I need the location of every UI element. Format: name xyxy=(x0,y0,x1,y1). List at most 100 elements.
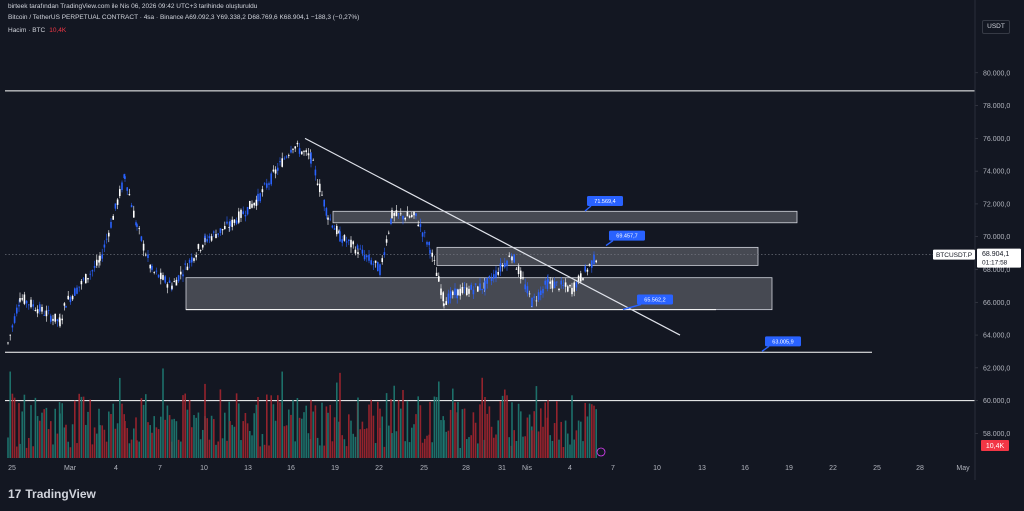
candle-body xyxy=(397,213,400,215)
volume-bar xyxy=(63,427,66,458)
volume-bar xyxy=(374,443,377,458)
volume-bar xyxy=(549,435,551,458)
volume-bar xyxy=(19,443,21,458)
x-tick-label: 25 xyxy=(873,465,881,472)
candle-body xyxy=(41,306,43,312)
candle-body xyxy=(445,301,447,305)
volume-bar xyxy=(32,446,34,458)
candle-body xyxy=(19,297,21,302)
attribution-text: birteek tarafından TradingView.com ile N… xyxy=(8,3,258,10)
x-tick-label: 25 xyxy=(420,465,428,472)
volume-bar xyxy=(542,426,544,458)
volume-bar xyxy=(397,400,400,458)
candle-body xyxy=(553,281,556,289)
volume-bar xyxy=(140,398,143,458)
volume-bar xyxy=(30,405,32,458)
volume-bar xyxy=(16,446,18,458)
candle-body xyxy=(162,275,164,280)
price-candles xyxy=(7,140,597,345)
volume-bar xyxy=(352,433,354,458)
volume-bar xyxy=(474,422,477,458)
volume-bar xyxy=(186,409,189,458)
volume-bar xyxy=(336,382,338,458)
volume-legend[interactable]: Hacim · BTC 10,4K xyxy=(8,27,66,34)
price-callouts[interactable]: 71.569,4 69.457,7 65.562,2 63.005,9 xyxy=(584,195,801,352)
candle-body xyxy=(229,221,231,227)
tradingview-logo[interactable]: 17 TradingView xyxy=(8,487,96,501)
candle-body xyxy=(71,295,74,300)
volume-bar xyxy=(479,404,481,458)
candle-body xyxy=(447,293,450,304)
last-price-label: 68.904,1 xyxy=(982,251,1009,258)
volume-bar xyxy=(171,419,173,458)
candle-body xyxy=(23,294,26,304)
horizontal-levels[interactable] xyxy=(5,90,975,402)
volume-bar xyxy=(151,432,153,458)
volume-bar xyxy=(433,396,436,458)
candle-body xyxy=(307,153,310,156)
volume-bar xyxy=(121,403,123,458)
x-tick-label: May xyxy=(956,465,970,472)
volume-bar xyxy=(126,428,128,458)
y-tick-label: 72.000,0 xyxy=(983,201,1010,208)
tv-mark-icon: 17 xyxy=(8,487,22,501)
price-axis[interactable]: 58.000,0 60.000,0 62.000,0 64.000,0 66.000,0… xyxy=(933,0,1021,480)
volume-bar xyxy=(96,433,98,458)
volume-bar xyxy=(34,397,37,458)
symbol-info[interactable]: Bitcoin / TetherUS PERPETUAL CONTRACT · … xyxy=(8,14,360,21)
volume-bar xyxy=(314,405,317,458)
candle-body xyxy=(470,284,472,290)
volume-bar xyxy=(363,429,366,458)
volume-bar xyxy=(13,397,16,458)
volume-bar xyxy=(528,414,531,458)
volume-bar xyxy=(338,421,340,458)
volume-bar xyxy=(381,416,383,458)
candle-body xyxy=(442,292,444,302)
candle-body xyxy=(352,241,354,245)
callout-label: 65.562,2 xyxy=(644,297,665,303)
volume-bar xyxy=(511,402,513,458)
candle-body xyxy=(440,288,442,296)
candle-body xyxy=(385,239,388,243)
volume-bar xyxy=(23,394,26,458)
trendline[interactable] xyxy=(304,137,681,336)
volume-bar xyxy=(372,415,375,458)
candle-body xyxy=(171,285,173,289)
volume-bar xyxy=(331,441,334,458)
candle-body xyxy=(595,260,597,263)
candle-body xyxy=(321,194,323,196)
candle-body xyxy=(208,236,211,239)
candle-body xyxy=(249,200,251,210)
volume-bar xyxy=(41,412,43,458)
volume-bar xyxy=(339,372,341,458)
candle-body xyxy=(343,235,346,241)
candlestick-chart[interactable]: 71.569,4 69.457,7 65.562,2 63.005,9 58.000,… xyxy=(0,0,1024,480)
volume-bar xyxy=(490,426,493,458)
volume-bar xyxy=(303,412,305,458)
candle-body xyxy=(255,199,258,206)
volume-bar xyxy=(411,427,413,458)
time-axis[interactable]: 25 Mar 4 7 10 13 16 19 22 25 28 31 Nis 4 7 10 13 16 19 22 25… xyxy=(8,465,970,472)
volume-bar xyxy=(221,438,224,458)
volume-bar xyxy=(558,439,560,458)
volume-bar xyxy=(153,416,155,458)
volume-bar xyxy=(147,422,149,458)
currency-button[interactable]: USDT xyxy=(982,20,1010,34)
candle-body xyxy=(110,221,112,228)
candle-body xyxy=(263,183,266,185)
volume-bar xyxy=(312,411,314,458)
support-resistance-zones[interactable] xyxy=(185,210,798,311)
x-tick-label: 4 xyxy=(568,465,572,472)
volume-bar xyxy=(112,403,114,458)
candle-body xyxy=(235,220,238,224)
volume-bar xyxy=(504,389,506,458)
volume-bars xyxy=(7,368,606,458)
volume-bar xyxy=(78,393,80,458)
y-tick-label: 58.000,0 xyxy=(983,431,1010,438)
candle-body xyxy=(305,150,307,153)
volume-bar xyxy=(499,400,502,458)
volume-bar xyxy=(206,418,208,458)
volume-bar xyxy=(274,420,277,458)
candle-body xyxy=(238,211,240,223)
volume-bar xyxy=(28,438,30,458)
